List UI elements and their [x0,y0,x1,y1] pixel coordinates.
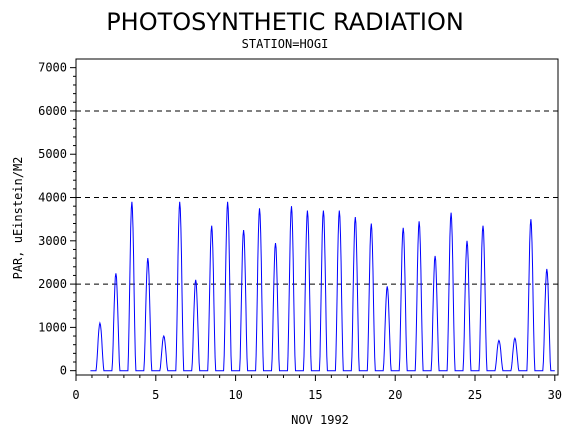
y-tick-label: 6000 [38,104,67,118]
x-axis-label: NOV 1992 [291,413,349,427]
y-tick-label: 7000 [38,61,67,75]
y-tick-label: 5000 [38,147,67,161]
series-group [90,201,555,372]
x-tick-label: 20 [388,388,402,402]
series-line [90,201,555,372]
y-tick-label: 4000 [38,191,67,205]
x-tick-label: 15 [308,388,322,402]
y-tick-label: 2000 [38,277,67,291]
chart-title: PHOTOSYNTHETIC RADIATION [106,8,464,36]
y-tick-label: 0 [60,364,67,378]
y-axis-label: PAR, uEinstein/M2 [11,157,25,280]
x-tick-label: 0 [72,388,79,402]
x-tick-label: 5 [152,388,159,402]
x-tick-label: 30 [548,388,562,402]
plot-frame [75,58,559,376]
chart-subtitle: STATION=HOGI [242,37,329,51]
x-tick-label: 10 [228,388,242,402]
y-tick-label: 3000 [38,234,67,248]
x-tick-label: 25 [468,388,482,402]
axes: 0 1000 2000 3000 4000 5000 6000 7000 0 5 10 15 20 25 3… [38,58,562,402]
y-tick-label: 1000 [38,320,67,334]
